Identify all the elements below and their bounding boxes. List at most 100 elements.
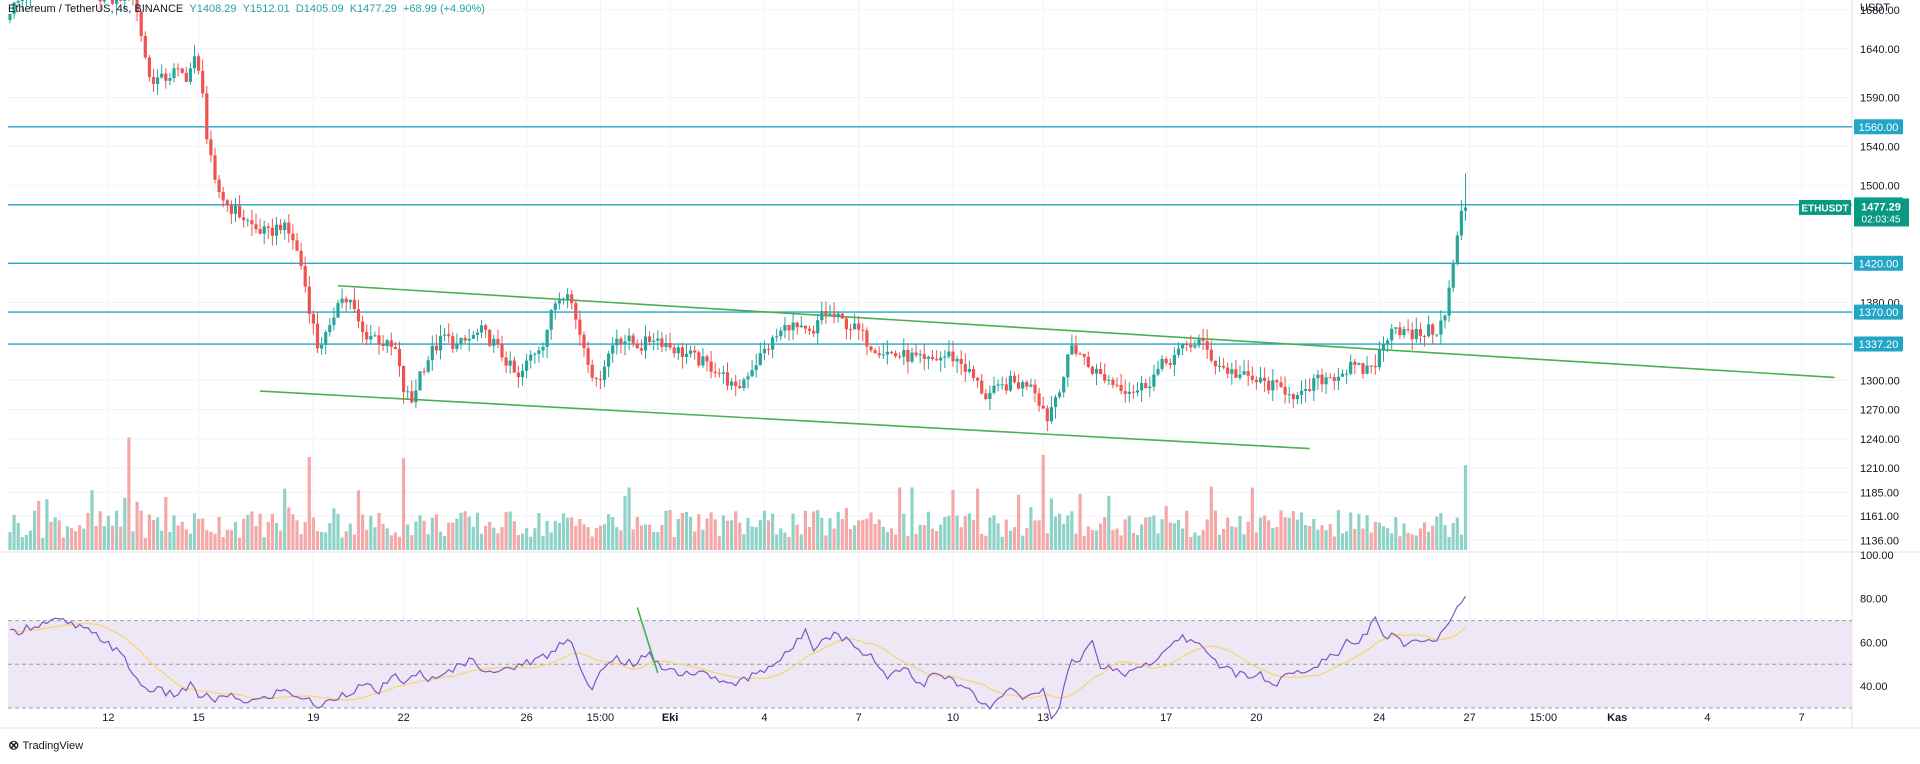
- volume-bar: [348, 523, 352, 550]
- volume-bar: [1439, 513, 1443, 550]
- volume-bar: [857, 520, 861, 550]
- candle: [537, 350, 541, 354]
- candle: [459, 337, 463, 344]
- candle: [1074, 345, 1078, 354]
- volume-bar: [1062, 523, 1066, 550]
- volume-bar: [1066, 515, 1070, 550]
- candle: [1127, 391, 1131, 394]
- volume-bar: [217, 516, 221, 550]
- candle: [1144, 382, 1148, 389]
- volume-bar: [680, 512, 684, 550]
- volume-bar: [1144, 517, 1148, 550]
- volume-bar: [1414, 535, 1418, 550]
- candle: [1090, 366, 1094, 374]
- volume-bar: [1324, 530, 1328, 550]
- volume-bar: [397, 536, 402, 550]
- legend-symbol[interactable]: Ethereum / TetherUS, 4s, BINANCE: [8, 3, 184, 15]
- volume-bar: [627, 487, 631, 550]
- candle: [242, 217, 246, 221]
- candle: [471, 334, 475, 339]
- volume-bar: [570, 517, 574, 550]
- candle: [971, 368, 976, 378]
- volume-bar: [156, 517, 160, 550]
- volume-bar: [225, 529, 229, 550]
- volume-bar: [1172, 523, 1176, 550]
- candle: [279, 224, 283, 231]
- rsi-tick-label: 80.00: [1860, 594, 1888, 606]
- candle: [1131, 391, 1135, 393]
- candle: [1140, 382, 1144, 391]
- candle: [1406, 329, 1410, 331]
- volume-bar: [8, 532, 12, 550]
- volume-bar: [160, 530, 164, 550]
- price-tick-label: 1240.00: [1860, 434, 1900, 446]
- volume-bar: [504, 512, 508, 550]
- candle: [803, 325, 807, 329]
- candle: [955, 358, 959, 362]
- candle: [139, 11, 143, 36]
- volume-bar: [1271, 527, 1275, 550]
- volume-bar: [381, 523, 385, 550]
- volume-bar: [361, 514, 365, 550]
- volume-bar: [1082, 535, 1086, 550]
- volume-bar: [184, 529, 188, 550]
- candle: [1349, 361, 1353, 374]
- volume-bar: [1181, 528, 1185, 550]
- price-tick-label: 1136.00: [1860, 535, 1899, 547]
- volume-bar: [795, 524, 799, 550]
- volume-bar: [914, 533, 918, 550]
- candle: [766, 348, 771, 350]
- volume-bar: [939, 524, 943, 550]
- candle: [865, 330, 869, 347]
- volume-bar: [1176, 519, 1181, 550]
- candle: [549, 309, 553, 330]
- candle: [299, 250, 303, 266]
- volume-bar: [307, 456, 311, 550]
- tradingview-logo[interactable]: ⭙ TradingView: [9, 738, 83, 753]
- candle: [1135, 390, 1140, 393]
- candle: [701, 356, 705, 366]
- candle: [303, 265, 307, 287]
- volume-bar: [660, 524, 664, 550]
- candle: [1427, 324, 1431, 337]
- volume-bar: [1283, 517, 1287, 550]
- candle: [828, 313, 832, 316]
- volume-bar: [139, 510, 143, 550]
- candle: [824, 311, 828, 316]
- volume-bar: [549, 532, 553, 550]
- volume-bar: [164, 497, 168, 550]
- volume-bar: [377, 512, 381, 550]
- candle: [430, 345, 434, 361]
- candle: [750, 370, 754, 377]
- volume-bar: [746, 517, 750, 550]
- last-price-label: 1477.29: [1861, 201, 1901, 213]
- time-tick-label: 4: [761, 712, 767, 724]
- candle: [238, 205, 242, 218]
- volume-bar: [812, 511, 816, 550]
- candle: [500, 343, 504, 358]
- volume-bar: [1447, 536, 1451, 550]
- candle: [910, 352, 914, 362]
- candle: [959, 358, 963, 365]
- volume-bar: [533, 528, 537, 550]
- volume-bar: [1086, 526, 1090, 550]
- candle: [1103, 374, 1107, 381]
- volume-bar: [779, 528, 783, 550]
- candle: [250, 220, 254, 225]
- volume-bar: [246, 514, 250, 550]
- volume-bar: [1099, 523, 1103, 550]
- volume-bar: [1263, 515, 1267, 550]
- candle: [713, 371, 717, 374]
- candle: [889, 351, 894, 354]
- candle: [315, 323, 320, 349]
- legend-change: +68.99 (+4.90%): [402, 3, 485, 15]
- volume-bar: [1168, 522, 1172, 550]
- candle: [619, 338, 623, 344]
- candle: [762, 348, 766, 354]
- candle: [902, 349, 906, 357]
- volume-bar: [529, 536, 533, 550]
- volume-bar: [1422, 522, 1427, 550]
- volume-bar: [648, 524, 652, 550]
